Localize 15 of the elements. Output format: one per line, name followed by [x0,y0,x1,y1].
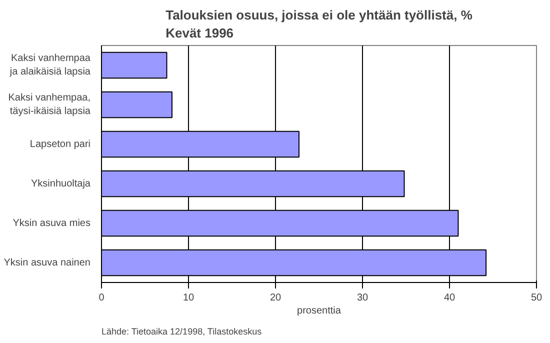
x-tick-label: 20 [270,292,282,304]
text: Lähde: Tietoaika 12/1998, Tilastokeskus [102,326,262,336]
y-tick-label: Kaksi vanhempaa, täysi-ikäisiä lapsia [8,92,91,117]
x-tick-label: 40 [444,292,456,304]
y-tick-label: Kaksi vanhempaa ja alaikäisiä lapsia [8,53,91,78]
x-tick-label: 30 [356,292,368,304]
x-tick-label: 10 [182,292,194,304]
y-tick-label: Yksin asuva nainen [4,257,91,268]
chart-title: Talouksien osuus, joissa ei ole yhtään työllistä, % Kevät 1996 [166,8,473,40]
y-tick-label: Yksin asuva mies [12,218,91,229]
y-tick-label: Yksinhuoltaja [31,178,91,190]
x-tick-label: 0 [98,292,105,304]
y-tick-label: Lapseton pari [30,138,91,150]
x-axis-title: prosenttia [297,306,342,316]
x-tick-label: 50 [530,292,542,304]
